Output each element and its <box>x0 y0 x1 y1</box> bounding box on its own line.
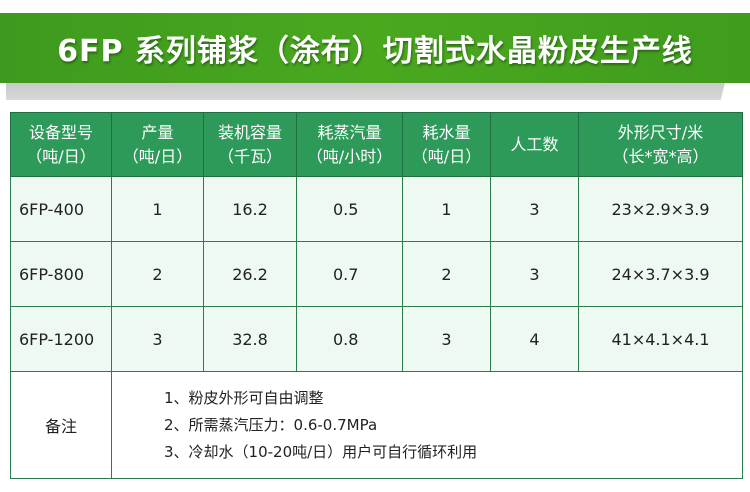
column-header: 人工数 <box>490 112 579 177</box>
column-header-line: （吨/日） <box>411 146 482 166</box>
column-header: 装机容量 （千瓦） <box>203 112 297 177</box>
table-cell: 2 <box>111 241 204 307</box>
table-cell: 3 <box>490 241 579 307</box>
table-cell: 4 <box>490 306 579 372</box>
spec-table: 设备型号 （吨/日） 产量 （吨/日） 装机容量 （千瓦） 耗蒸汽量 （吨/小时） 耗水量 （吨/… <box>10 112 743 479</box>
column-header-line: （吨/小时） <box>306 146 393 166</box>
column-header-line: 设备型号 <box>28 122 93 142</box>
column-header-line: 产量 <box>141 122 174 142</box>
column-header: 耗水量 （吨/日） <box>402 112 491 177</box>
table-cell: 0.5 <box>296 176 403 242</box>
column-header: 产量 （吨/日） <box>111 112 204 177</box>
table-cell: 0.8 <box>296 306 403 372</box>
notes-label: 备注 <box>10 371 112 479</box>
table-cell: 6FP-800 <box>10 241 112 307</box>
table-cell: 1 <box>111 176 204 242</box>
column-header: 耗蒸汽量 （吨/小时） <box>296 112 403 177</box>
note-item: 3、冷却水（10-20吨/日）用户可自行循环利用 <box>164 442 478 461</box>
column-header-line: 人工数 <box>510 134 559 154</box>
column-header-line: （吨/日） <box>122 146 193 166</box>
column-header-line: 外形尺寸/米 <box>617 122 704 142</box>
table-cell: 23×2.9×3.9 <box>578 176 743 242</box>
table-cell: 3 <box>402 306 491 372</box>
table-cell: 6FP-400 <box>10 176 112 242</box>
column-header: 设备型号 （吨/日） <box>10 112 112 177</box>
column-header-line: 耗蒸汽量 <box>317 122 382 142</box>
table-cell: 6FP-1200 <box>10 306 112 372</box>
column-header-line: （长*宽*高） <box>612 146 709 166</box>
table-cell: 32.8 <box>203 306 297 372</box>
title-banner: 6FP 系列铺浆（涂布）切割式水晶粉皮生产线 <box>0 13 750 83</box>
table-cell: 1 <box>402 176 491 242</box>
table-cell: 24×3.7×3.9 <box>578 241 743 307</box>
notes-row: 备注 1、粉皮外形可自由调整 2、所需蒸汽压力：0.6-0.7MPa 3、冷却水（10… <box>10 371 743 479</box>
column-header: 外形尺寸/米 （长*宽*高） <box>578 112 743 177</box>
table-row: 6FP-800 2 26.2 0.7 2 3 24×3.7×3.9 <box>10 241 743 307</box>
notes-content: 1、粉皮外形可自由调整 2、所需蒸汽压力：0.6-0.7MPa 3、冷却水（10-2… <box>111 371 743 479</box>
table-row: 6FP-1200 3 32.8 0.8 3 4 41×4.1×4.1 <box>10 306 743 372</box>
note-item: 1、粉皮外形可自由调整 <box>164 388 324 407</box>
column-header-line: （千瓦） <box>217 146 282 166</box>
table-cell: 3 <box>111 306 204 372</box>
column-header-line: 耗水量 <box>422 122 471 142</box>
table-cell: 16.2 <box>203 176 297 242</box>
table-row: 6FP-400 1 16.2 0.5 1 3 23×2.9×3.9 <box>10 176 743 242</box>
table-cell: 3 <box>490 176 579 242</box>
table-header-row: 设备型号 （吨/日） 产量 （吨/日） 装机容量 （千瓦） 耗蒸汽量 （吨/小时） 耗水量 （吨/… <box>10 112 743 177</box>
table-cell: 2 <box>402 241 491 307</box>
column-header-line: 装机容量 <box>217 122 282 142</box>
column-header-line: （吨/日） <box>26 146 96 166</box>
page-title: 6FP 系列铺浆（涂布）切割式水晶粉皮生产线 <box>57 34 693 69</box>
table-cell: 41×4.1×4.1 <box>578 306 743 372</box>
table-cell: 0.7 <box>296 241 403 307</box>
note-item: 2、所需蒸汽压力：0.6-0.7MPa <box>164 415 378 434</box>
table-cell: 26.2 <box>203 241 297 307</box>
